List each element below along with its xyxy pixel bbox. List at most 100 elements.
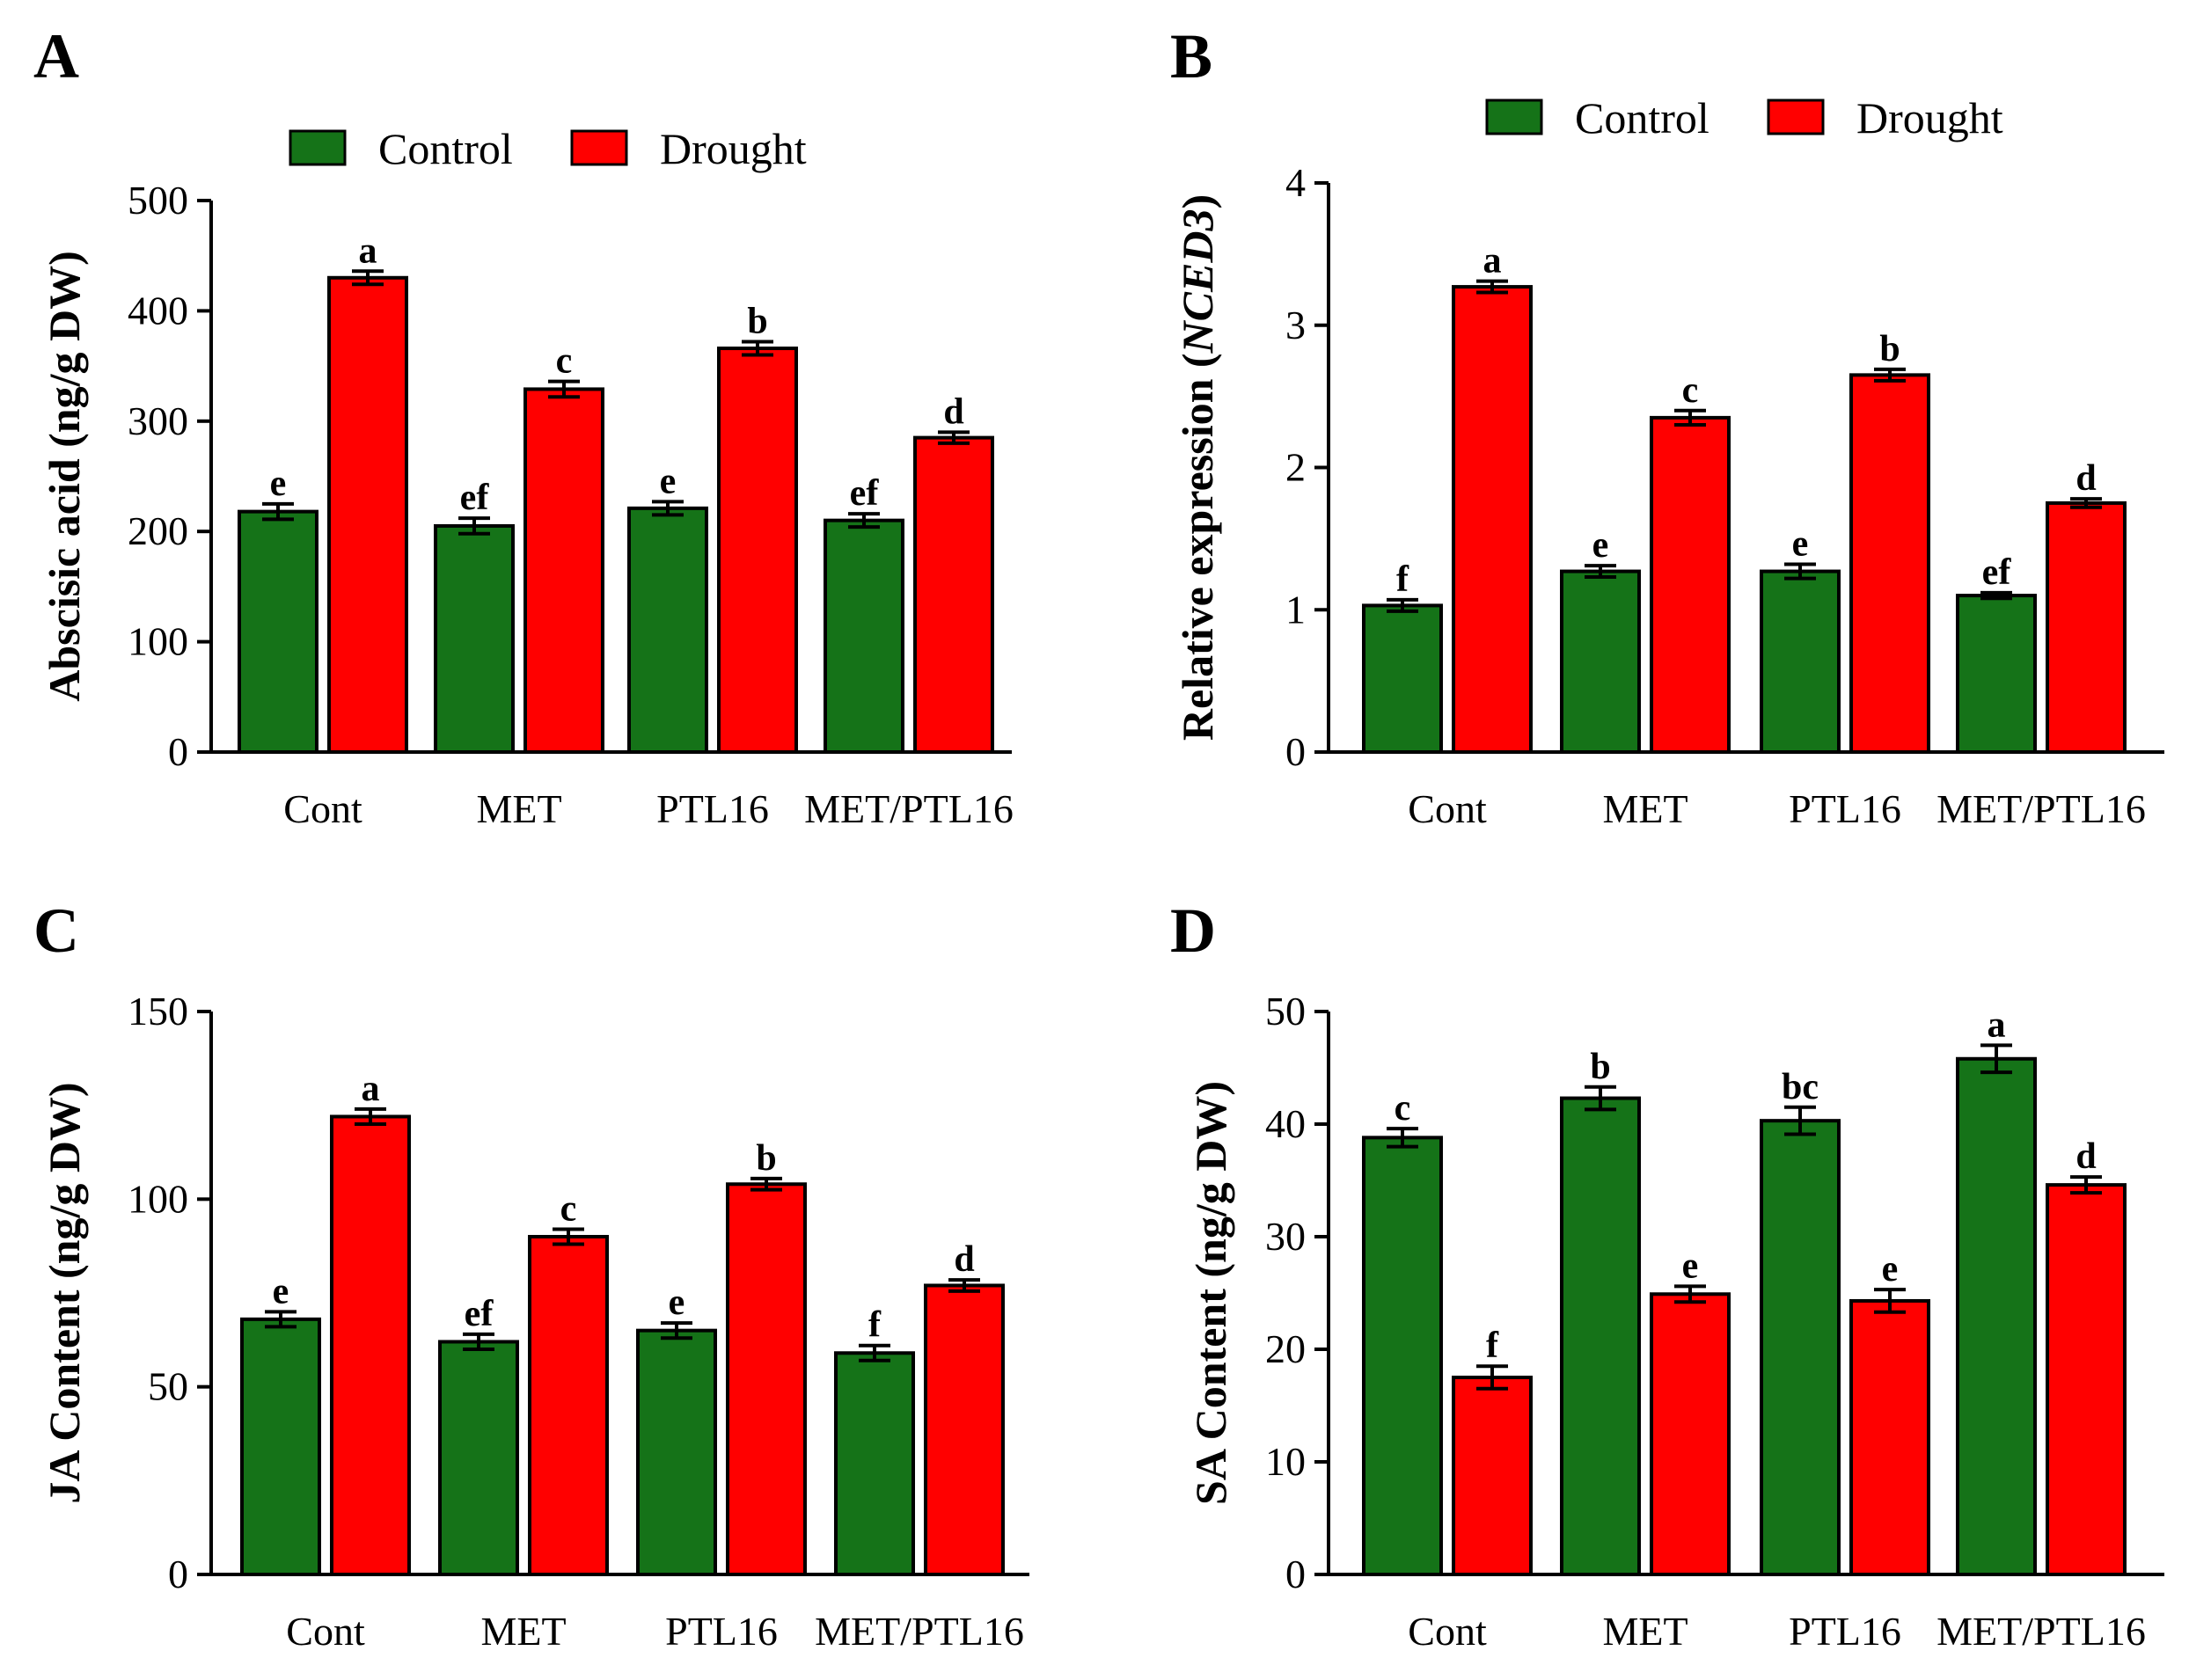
y-tick-label: 400 bbox=[128, 288, 188, 332]
bar-control bbox=[1362, 603, 1443, 755]
significance-label: e bbox=[273, 1271, 289, 1311]
significance-label: d bbox=[2076, 458, 2096, 499]
y-tick-label: 300 bbox=[128, 398, 188, 443]
bar-control bbox=[1362, 1136, 1443, 1576]
bar-drought bbox=[913, 435, 994, 754]
significance-label: f bbox=[1396, 559, 1409, 600]
bar-drought bbox=[1452, 1376, 1533, 1576]
x-category-label: Cont bbox=[1408, 786, 1487, 831]
bar-drought bbox=[1849, 373, 1930, 754]
x-category-label: MET/PTL16 bbox=[804, 786, 1014, 831]
y-tick-label: 500 bbox=[128, 178, 188, 223]
significance-label: a bbox=[359, 230, 377, 271]
significance-label: e bbox=[669, 1282, 685, 1323]
significance-label: e bbox=[1592, 525, 1609, 566]
legend-label-drought: Drought bbox=[1856, 93, 2003, 142]
significance-label: c bbox=[560, 1188, 577, 1229]
significance-label: ef bbox=[1982, 552, 2012, 593]
bar-control bbox=[834, 1351, 915, 1577]
x-category-label: MET bbox=[1602, 786, 1688, 831]
y-tick-label: 150 bbox=[128, 989, 188, 1034]
bar-control bbox=[636, 1328, 717, 1576]
bar-control bbox=[1560, 1096, 1641, 1577]
x-category-label: PTL16 bbox=[1789, 786, 1901, 831]
significance-label: a bbox=[1988, 1004, 2006, 1045]
x-category-label: MET/PTL16 bbox=[1936, 786, 2146, 831]
bar-drought bbox=[1650, 415, 1731, 754]
y-tick-label: 30 bbox=[1265, 1214, 1306, 1259]
y-axis-title: Relative expression (NCED3) bbox=[1173, 194, 1222, 741]
y-tick-label: 100 bbox=[128, 619, 188, 664]
y-axis-title-prefix: Relative expression ( bbox=[1173, 353, 1222, 741]
panel-B: B Control Drought 0 1 2 3 4 Relative expression … bbox=[1170, 21, 2164, 831]
significance-label: ef bbox=[465, 1294, 494, 1334]
x-category-label: Cont bbox=[1408, 1609, 1487, 1654]
y-axis-title: Abscisic acid (ng/g DW) bbox=[40, 251, 89, 702]
significance-label: a bbox=[362, 1069, 380, 1109]
legend-swatch-drought bbox=[1767, 99, 1825, 135]
significance-label: b bbox=[1590, 1047, 1610, 1087]
bar-control bbox=[1760, 1119, 1841, 1577]
significance-label: b bbox=[747, 302, 767, 342]
legend-label-drought: Drought bbox=[660, 124, 807, 173]
legend-label-control: Control bbox=[378, 124, 513, 173]
x-category-label: MET/PTL16 bbox=[815, 1609, 1024, 1654]
y-tick-label: 4 bbox=[1285, 160, 1306, 205]
y-axis-title-gene: NCED3 bbox=[1173, 209, 1222, 354]
y-axis-title: JA Content (ng/g DW) bbox=[40, 1082, 89, 1503]
bar-drought bbox=[330, 1114, 411, 1576]
legend: Control Drought bbox=[1485, 93, 2003, 142]
significance-label: e bbox=[1682, 1245, 1699, 1286]
bar-control bbox=[1956, 594, 2037, 755]
bar-drought bbox=[717, 347, 798, 754]
x-category-label: PTL16 bbox=[665, 1609, 778, 1654]
significance-label: b bbox=[1879, 329, 1900, 369]
bar-drought bbox=[1650, 1292, 1731, 1577]
panel-A: A Control Drought 0 100 200 300 400 500 Abscisic … bbox=[33, 21, 1014, 831]
significance-label: c bbox=[1682, 370, 1699, 411]
bar-drought bbox=[1849, 1298, 1930, 1576]
x-category-label: MET/PTL16 bbox=[1936, 1609, 2146, 1654]
bar-control bbox=[824, 518, 904, 754]
significance-label: f bbox=[1486, 1326, 1499, 1366]
significance-label: e bbox=[1792, 523, 1809, 564]
legend-swatch-drought bbox=[570, 129, 628, 166]
significance-label: ef bbox=[850, 473, 880, 514]
x-category-label: Cont bbox=[283, 786, 362, 831]
x-category-label: Cont bbox=[286, 1609, 365, 1654]
significance-label: e bbox=[1882, 1249, 1899, 1289]
y-tick-label: 1 bbox=[1285, 587, 1306, 632]
y-tick-label: 20 bbox=[1265, 1326, 1306, 1371]
y-tick-label: 3 bbox=[1285, 303, 1306, 347]
panel-D: D 0 10 20 30 40 50 SA Content (ng/g DW) c f Cont b e… bbox=[1170, 895, 2164, 1654]
significance-label: bc bbox=[1782, 1067, 1819, 1107]
significance-label: e bbox=[660, 461, 677, 501]
x-category-label: PTL16 bbox=[1789, 1609, 1901, 1654]
significance-label: e bbox=[270, 464, 287, 504]
y-tick-label: 100 bbox=[128, 1176, 188, 1221]
bar-control bbox=[627, 506, 708, 755]
y-tick-label: 0 bbox=[1285, 1552, 1306, 1596]
x-category-label: MET bbox=[1602, 1609, 1688, 1654]
significance-label: d bbox=[954, 1239, 974, 1280]
bar-drought bbox=[528, 1235, 609, 1576]
significance-label: c bbox=[1395, 1088, 1411, 1129]
y-tick-label: 50 bbox=[148, 1364, 188, 1409]
bar-control bbox=[1956, 1056, 2037, 1576]
bar-control bbox=[1560, 569, 1641, 755]
y-tick-label: 10 bbox=[1265, 1439, 1306, 1484]
significance-label: f bbox=[868, 1305, 882, 1346]
y-axis-title: SA Content (ng/g DW) bbox=[1186, 1081, 1235, 1505]
legend-swatch-control bbox=[1485, 99, 1543, 135]
bar-control bbox=[238, 509, 318, 754]
panel-letter: A bbox=[33, 21, 79, 91]
bar-drought bbox=[2046, 1183, 2127, 1576]
panel-letter: D bbox=[1170, 895, 1216, 966]
bar-drought bbox=[1452, 285, 1533, 754]
panel-letter: B bbox=[1170, 21, 1212, 91]
y-tick-label: 40 bbox=[1265, 1101, 1306, 1146]
bar-control bbox=[240, 1317, 321, 1577]
y-tick-label: 2 bbox=[1285, 445, 1306, 490]
bar-drought bbox=[726, 1182, 807, 1577]
